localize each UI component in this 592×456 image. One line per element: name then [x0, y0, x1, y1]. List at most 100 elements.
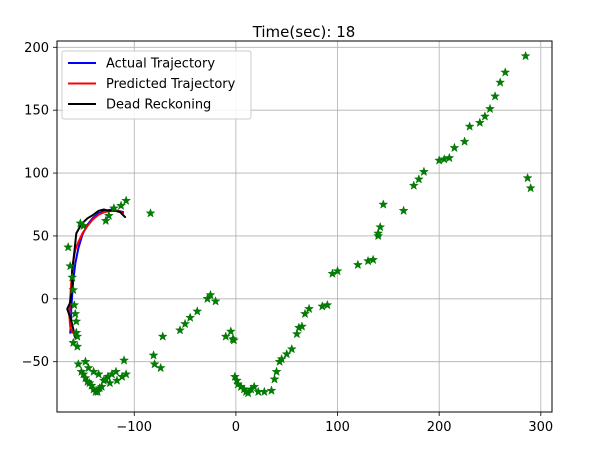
data-point-marker	[205, 289, 216, 300]
data-point-marker	[485, 103, 495, 114]
data-point-marker	[72, 331, 83, 341]
data-point-marker	[116, 200, 126, 210]
data-point-marker	[269, 374, 280, 384]
data-point-marker	[444, 152, 455, 163]
data-point-marker	[276, 353, 287, 364]
data-point-marker	[500, 67, 511, 77]
tick-layer: −100 0 100 200 300 −50 0 50 100 150 200	[22, 41, 554, 435]
data-point-marker	[157, 331, 168, 341]
x-tick-label: 200	[427, 420, 452, 435]
data-point-marker	[180, 318, 190, 329]
data-point-marker	[175, 325, 185, 335]
data-point-marker	[68, 284, 79, 295]
data-point-marker	[119, 355, 130, 365]
data-point-marker	[112, 375, 122, 385]
x-tick-label: 300	[528, 420, 553, 435]
data-point-marker	[464, 121, 475, 131]
data-point-marker	[108, 203, 119, 213]
data-point-marker	[286, 343, 297, 354]
y-tick-label: −50	[22, 355, 49, 370]
data-point-marker	[117, 371, 127, 381]
data-point-marker	[103, 210, 114, 221]
y-tick-label: 50	[32, 229, 49, 244]
data-point-marker	[69, 299, 80, 310]
data-point-marker	[375, 221, 386, 232]
x-tick-label: −100	[116, 420, 152, 435]
data-point-marker	[145, 208, 156, 218]
data-point-marker	[419, 166, 429, 176]
y-tick-label: 0	[41, 292, 49, 307]
data-point-marker	[271, 366, 282, 376]
data-point-marker	[297, 321, 307, 331]
data-point-marker	[459, 136, 470, 146]
legend-label: Dead Reckoning	[106, 98, 211, 113]
legend: Actual Trajectory Predicted Trajectory Dea…	[61, 50, 252, 120]
data-point-marker	[63, 242, 74, 252]
data-point-marker	[300, 308, 310, 319]
data-point-marker	[449, 142, 460, 153]
data-point-marker	[202, 293, 213, 304]
data-point-marker	[520, 50, 531, 61]
data-point-marker	[100, 374, 111, 384]
data-point-marker	[474, 117, 485, 127]
data-point-marker	[525, 182, 536, 193]
plot-frame	[56, 40, 553, 413]
data-point-marker	[332, 265, 343, 276]
data-point-marker	[71, 316, 82, 326]
data-point-marker	[210, 296, 221, 306]
y-tick-label: 200	[24, 41, 49, 56]
data-point-marker	[413, 174, 424, 184]
legend-label: Predicted Trajectory	[106, 77, 236, 92]
y-tick-label: 150	[24, 104, 49, 119]
data-point-marker	[86, 380, 97, 390]
chart-title: Time(sec): 18	[252, 23, 356, 41]
data-point-marker	[490, 91, 501, 101]
data-point-marker	[304, 303, 315, 314]
data-point-marker	[83, 362, 94, 373]
x-tick-label: 100	[325, 420, 350, 435]
data-point-marker	[479, 111, 490, 121]
data-point-marker	[75, 218, 86, 228]
data-point-marker	[100, 215, 111, 226]
data-point-marker	[225, 326, 236, 336]
data-point-marker	[249, 381, 260, 392]
data-point-marker	[291, 328, 302, 339]
data-point-marker	[121, 195, 132, 205]
data-point-marker	[67, 272, 78, 282]
data-point-marker	[96, 381, 107, 392]
legend-box	[61, 50, 252, 120]
data-point-marker	[228, 335, 239, 345]
data-point-marker	[73, 359, 84, 369]
data-point-marker	[522, 172, 533, 183]
grid-layer	[57, 41, 552, 412]
data-point-marker	[408, 180, 419, 190]
y-tick-label: 100	[24, 167, 49, 182]
data-point-marker	[80, 356, 91, 366]
data-point-marker	[229, 371, 240, 381]
data-point-marker	[185, 312, 196, 322]
legend-label: Actual Trajectory	[106, 57, 215, 72]
data-point-marker	[259, 386, 270, 397]
data-point-marker	[111, 366, 121, 376]
data-point-marker	[281, 348, 292, 359]
data-point-marker	[72, 341, 83, 351]
data-point-marker	[70, 308, 81, 319]
data-point-marker	[192, 306, 203, 316]
data-point-marker	[398, 205, 409, 215]
data-point-marker	[495, 77, 506, 87]
data-point-marker	[148, 350, 159, 360]
marker-layer	[63, 50, 536, 398]
data-point-marker	[155, 362, 166, 373]
x-tick-label: 0	[232, 420, 240, 435]
data-point-marker	[368, 254, 379, 265]
data-point-marker	[65, 260, 76, 271]
data-point-marker	[352, 259, 363, 270]
data-point-marker	[80, 372, 91, 383]
data-point-marker	[243, 387, 254, 398]
data-point-marker	[78, 369, 89, 379]
data-point-marker	[378, 199, 389, 209]
data-point-marker	[68, 337, 79, 348]
data-point-marker	[220, 331, 231, 341]
data-point-marker	[149, 359, 160, 369]
